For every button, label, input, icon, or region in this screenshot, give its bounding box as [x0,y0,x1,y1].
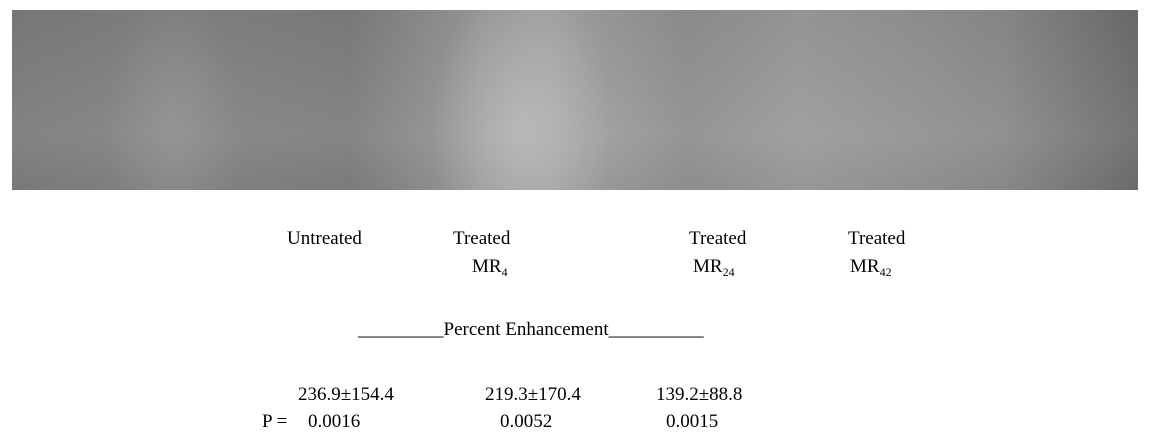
column-label: Treated [453,229,510,248]
label-subscript: 24 [723,265,735,279]
p-value: 0.0052 [500,412,552,431]
column-sublabel: MR42 [850,257,892,276]
enhancement-value: 219.3±170.4 [485,385,581,404]
column-label: Treated [689,229,746,248]
label-base: MR [850,256,880,277]
p-value: 0.0015 [666,412,718,431]
column-sublabel: MR24 [693,257,735,276]
label-base: MR [472,256,502,277]
p-value: 0.0016 [308,412,360,431]
label-base: MR [693,256,723,277]
enhancement-value: 236.9±154.4 [298,385,394,404]
column-label: Untreated [287,229,362,248]
column-label: Treated [848,229,905,248]
column-sublabel: MR4 [472,257,508,276]
figure: Untreated Treated MR4 Treated MR24 Treat… [0,0,1150,432]
gel-image [12,10,1138,190]
label-subscript: 4 [502,265,508,279]
label-subscript: 42 [880,265,892,279]
heading: _________Percent Enhancement__________ [358,320,704,339]
p-label: P = [262,412,287,431]
enhancement-value: 139.2±88.8 [656,385,742,404]
